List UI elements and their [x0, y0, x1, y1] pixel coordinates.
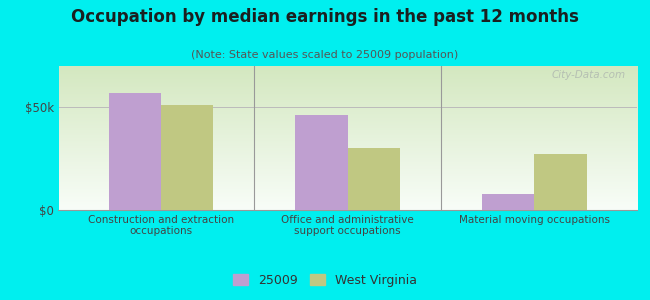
- Bar: [348, 148, 400, 210]
- Bar: [109, 93, 161, 210]
- Text: Occupation by median earnings in the past 12 months: Occupation by median earnings in the pas…: [71, 8, 579, 26]
- Legend: 25009, West Virginia: 25009, West Virginia: [229, 270, 421, 291]
- Bar: [482, 194, 534, 210]
- Bar: [534, 154, 586, 210]
- Text: (Note: State values scaled to 25009 population): (Note: State values scaled to 25009 popu…: [191, 50, 459, 59]
- Text: City-Data.com: City-Data.com: [551, 70, 625, 80]
- Bar: [161, 105, 213, 210]
- Bar: [296, 116, 348, 210]
